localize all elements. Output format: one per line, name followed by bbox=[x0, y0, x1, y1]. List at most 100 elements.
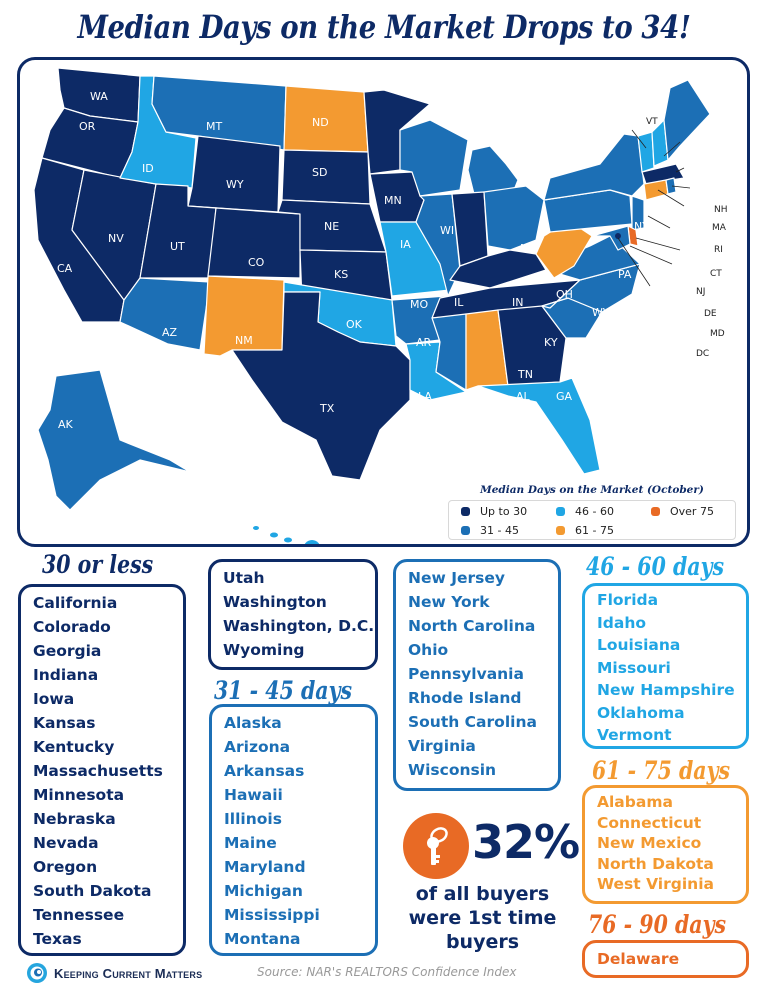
stat-line: were 1st time bbox=[408, 907, 557, 929]
list-item: Alabama bbox=[597, 793, 673, 811]
list-item: Rhode Island bbox=[408, 689, 522, 707]
list-item: Georgia bbox=[33, 642, 102, 660]
svg-text:KY: KY bbox=[544, 336, 558, 349]
swatch-icon bbox=[461, 507, 470, 516]
svg-text:AZ: AZ bbox=[162, 326, 178, 339]
list-item: Connecticut bbox=[597, 813, 702, 832]
svg-text:WV: WV bbox=[592, 306, 611, 319]
svg-text:NC: NC bbox=[616, 350, 632, 363]
legend-title: Median Days on the Market (October) bbox=[480, 484, 704, 496]
state-me bbox=[663, 79, 711, 161]
stat-value: 32% bbox=[472, 815, 580, 869]
state-tx bbox=[231, 291, 411, 481]
svg-text:VT: VT bbox=[646, 117, 658, 127]
heading-30-or-less: 30 or less bbox=[42, 550, 154, 579]
state-ny bbox=[543, 133, 645, 201]
state-ak bbox=[37, 369, 191, 511]
svg-text:CT: CT bbox=[710, 269, 722, 279]
list-item: South Carolina bbox=[408, 713, 537, 731]
list-76-90: Delaware bbox=[582, 940, 749, 978]
state-ms bbox=[431, 313, 467, 391]
list-30-or-less-col1: California Colorado Georgia Indiana Iowa… bbox=[18, 584, 186, 956]
list-item: Washington bbox=[223, 593, 327, 611]
svg-text:MS: MS bbox=[486, 414, 502, 427]
state-wy bbox=[187, 135, 281, 213]
svg-text:IA: IA bbox=[400, 238, 411, 251]
legend-item-61-75: 61 - 75 bbox=[556, 521, 651, 540]
list-61-75: Alabama Connecticut New Mexico North Dak… bbox=[582, 785, 749, 904]
svg-text:RI: RI bbox=[714, 245, 723, 255]
list-item: Washington, D.C. bbox=[223, 617, 375, 635]
svg-text:MI: MI bbox=[520, 242, 533, 255]
us-map-svg: WA OR CA NV ID MT WY UT AZ CO NM ND SD N… bbox=[33, 67, 732, 544]
svg-text:NE: NE bbox=[324, 220, 339, 233]
map-legend: Median Days on the Market (October) Up t… bbox=[448, 484, 736, 542]
heading-46-60-days: 46 - 60 days bbox=[586, 552, 725, 581]
list-item: South Dakota bbox=[33, 882, 152, 900]
stat-line: of all buyers bbox=[415, 883, 550, 905]
stat-description: of all buyers were 1st time buyers bbox=[390, 882, 575, 954]
svg-text:CA: CA bbox=[57, 262, 73, 275]
list-31-45-col1: Alaska Arizona Arkansas Hawaii Illinois … bbox=[209, 704, 378, 956]
svg-text:OK: OK bbox=[346, 318, 363, 331]
legend-label: 31 - 45 bbox=[480, 524, 519, 537]
list-item: Colorado bbox=[33, 618, 111, 636]
svg-text:MN: MN bbox=[384, 194, 402, 207]
list-item: New Jersey bbox=[408, 569, 505, 587]
svg-text:UT: UT bbox=[170, 240, 185, 253]
list-item: Nebraska bbox=[33, 810, 116, 828]
heading-31-45-days: 31 - 45 days bbox=[214, 676, 353, 705]
list-item: Illinois bbox=[224, 810, 282, 828]
swatch-icon bbox=[461, 526, 470, 535]
svg-text:ND: ND bbox=[312, 116, 329, 129]
state-vt bbox=[637, 131, 655, 173]
list-item: Massachusetts bbox=[33, 762, 163, 780]
legend-item-over-75: Over 75 bbox=[651, 502, 741, 521]
swatch-icon bbox=[556, 526, 565, 535]
dc-marker bbox=[615, 233, 621, 239]
svg-text:NV: NV bbox=[108, 232, 124, 245]
svg-text:WY: WY bbox=[226, 178, 244, 191]
list-item: Wisconsin bbox=[408, 761, 497, 779]
state-fl bbox=[477, 377, 601, 475]
state-wi bbox=[399, 119, 469, 197]
legend-label: Over 75 bbox=[670, 505, 714, 518]
svg-text:NH: NH bbox=[714, 205, 728, 215]
list-item: Texas bbox=[33, 930, 82, 948]
svg-text:MD: MD bbox=[710, 329, 725, 339]
source-note: Source: NAR's REALTORS Confidence Index bbox=[257, 965, 517, 979]
list-item: Pennsylvania bbox=[408, 665, 524, 683]
list-item: Indiana bbox=[33, 666, 99, 684]
first-time-buyers-stat: 32% of all buyers were 1st time buyers bbox=[390, 810, 580, 960]
list-item: Nevada bbox=[33, 834, 99, 852]
list-item: Missouri bbox=[597, 658, 671, 677]
list-item: Maryland bbox=[224, 858, 306, 876]
list-item: California bbox=[33, 594, 118, 612]
list-item: Wyoming bbox=[223, 641, 305, 659]
legend-item-46-60: 46 - 60 bbox=[556, 502, 651, 521]
keys-icon bbox=[403, 813, 469, 879]
state-ky bbox=[449, 249, 547, 289]
svg-text:NJ: NJ bbox=[696, 287, 705, 297]
us-map: WA OR CA NV ID MT WY UT AZ CO NM ND SD N… bbox=[17, 57, 750, 547]
svg-text:MA: MA bbox=[712, 223, 727, 233]
svg-text:KS: KS bbox=[334, 268, 348, 281]
list-item: Oklahoma bbox=[597, 703, 685, 722]
list-item: Oregon bbox=[33, 858, 98, 876]
svg-text:MT: MT bbox=[206, 120, 222, 133]
list-item: Minnesota bbox=[33, 786, 125, 804]
svg-text:NM: NM bbox=[235, 334, 253, 347]
svg-text:FL: FL bbox=[598, 478, 611, 491]
list-item: Tennessee bbox=[33, 906, 125, 924]
svg-text:AL: AL bbox=[516, 390, 531, 403]
heading-76-90-days: 76 - 90 days bbox=[588, 910, 727, 939]
list-item: New Hampshire bbox=[597, 681, 735, 699]
svg-text:VA: VA bbox=[624, 316, 639, 329]
svg-text:AK: AK bbox=[58, 418, 74, 431]
list-item: Arkansas bbox=[224, 762, 305, 780]
list-item: Alaska bbox=[224, 714, 282, 732]
svg-text:SD: SD bbox=[312, 166, 327, 179]
state-nj bbox=[631, 195, 645, 231]
svg-text:AR: AR bbox=[416, 336, 432, 349]
legend-label: 61 - 75 bbox=[575, 524, 614, 537]
